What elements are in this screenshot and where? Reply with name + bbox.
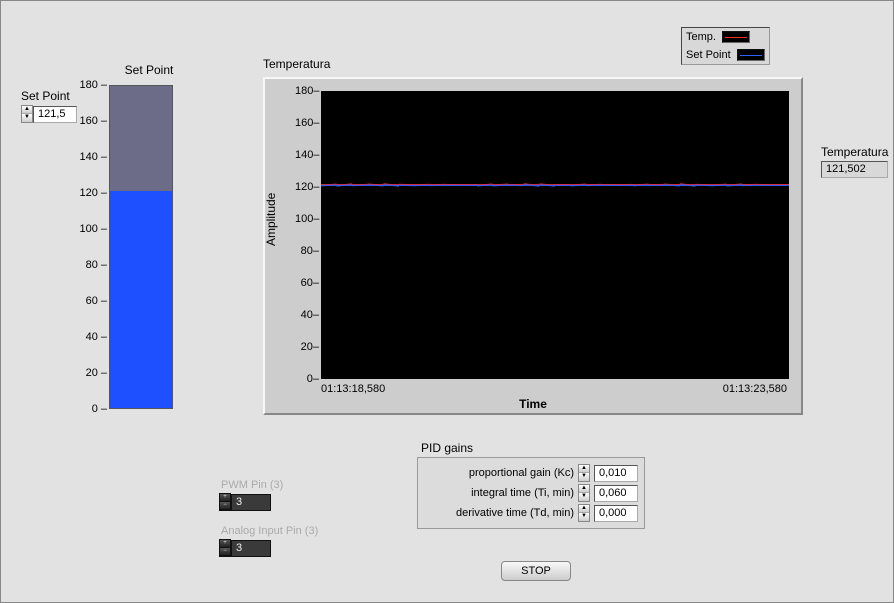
decrement-button[interactable]: ▼ [579, 493, 589, 501]
decrement-button[interactable]: ▼ [579, 513, 589, 521]
stop-button[interactable]: STOP [501, 561, 571, 581]
setpoint-tank[interactable] [109, 85, 173, 409]
x-axis-label: Time [265, 397, 801, 411]
tank-tick: 160 – [79, 115, 107, 127]
chart-title: Temperatura [263, 57, 803, 71]
decrement-button[interactable]: − [220, 548, 230, 556]
increment-button[interactable]: ▲ [579, 465, 589, 473]
pid-spinner: ▲ ▼ [578, 484, 590, 502]
decrement-button[interactable]: − [220, 502, 230, 510]
decrement-button[interactable]: ▼ [579, 473, 589, 481]
y-tick: 120– [295, 181, 319, 193]
y-tick: 160– [295, 117, 319, 129]
pid-spinner: ▲ ▼ [578, 504, 590, 522]
analog-pin-input[interactable]: 3 [231, 540, 271, 557]
pid-label-kc: proportional gain (Kc) [424, 467, 574, 479]
pid-gains-cluster: proportional gain (Kc) ▲ ▼ 0,010 integra… [417, 457, 645, 529]
tank-fill [110, 191, 172, 408]
increment-button[interactable]: + [220, 494, 230, 502]
tank-tick: 0 – [92, 403, 107, 415]
increment-button[interactable]: ▲ [579, 505, 589, 513]
pwm-pin-label: PWM Pin (3) [221, 479, 283, 491]
setpoint-label: Set Point [21, 89, 77, 103]
tank-tick: 120 – [79, 187, 107, 199]
tank-scale: 0 –20 –40 –60 –80 –100 –120 –140 –160 –1… [75, 85, 109, 409]
y-tick: 100– [295, 213, 319, 225]
pid-title: PID gains [421, 441, 473, 455]
pid-row-ti: integral time (Ti, min) ▲ ▼ 0,060 [424, 484, 638, 502]
pwm-pin-control: + − 3 [219, 493, 271, 511]
increment-button[interactable]: + [220, 540, 230, 548]
tank-tick: 140 – [79, 151, 107, 163]
pid-row-kc: proportional gain (Kc) ▲ ▼ 0,010 [424, 464, 638, 482]
temperature-label: Temperatura [821, 145, 888, 159]
y-tick: 40– [295, 309, 319, 321]
tank-tick: 20 – [86, 367, 107, 379]
y-tick: 20– [295, 341, 319, 353]
y-tick: 80– [295, 245, 319, 257]
x-tick-end: 01:13:23,580 [723, 383, 787, 395]
setpoint-control-group: Set Point ▲ ▼ 121,5 [21, 89, 77, 123]
pid-row-td: derivative time (Td, min) ▲ ▼ 0,000 [424, 504, 638, 522]
pwm-pin-input[interactable]: 3 [231, 494, 271, 511]
plot-area[interactable] [321, 91, 789, 379]
pid-td-input[interactable]: 0,000 [594, 505, 638, 522]
analog-pin-control: + − 3 [219, 539, 271, 557]
legend-row[interactable]: Temp. [682, 28, 769, 46]
tank-label: Set Point [109, 63, 189, 77]
decrement-button[interactable]: ▼ [22, 114, 32, 122]
setpoint-input[interactable]: 121,5 [33, 106, 77, 123]
legend-label: Temp. [686, 31, 716, 43]
temperature-value: 121,502 [821, 161, 888, 178]
pid-label-ti: integral time (Ti, min) [424, 487, 574, 499]
setpoint-numeric: ▲ ▼ 121,5 [21, 105, 77, 123]
y-tick: 60– [295, 277, 319, 289]
y-tick: 180– [295, 85, 319, 97]
x-tick-start: 01:13:18,580 [321, 383, 385, 395]
legend-swatch-temp [722, 31, 750, 43]
tank-tick: 60 – [86, 295, 107, 307]
tank-tick: 80 – [86, 259, 107, 271]
analog-spinner: + − [219, 539, 231, 557]
increment-button[interactable]: ▲ [579, 485, 589, 493]
pid-ti-input[interactable]: 0,060 [594, 485, 638, 502]
tank-tick: 40 – [86, 331, 107, 343]
chart-container: Temperatura Amplitude 0– 20– 40– 60– 80– 100–… [263, 57, 803, 415]
tank-tick: 180 – [79, 79, 107, 91]
tank-tick: 100 – [79, 223, 107, 235]
temperature-indicator-group: Temperatura 121,502 [821, 145, 888, 178]
plot-svg [321, 91, 789, 379]
y-tick: 140– [295, 149, 319, 161]
analog-pin-label: Analog Input Pin (3) [221, 525, 318, 537]
pid-label-td: derivative time (Td, min) [424, 507, 574, 519]
pwm-spinner: + − [219, 493, 231, 511]
increment-button[interactable]: ▲ [22, 106, 32, 114]
y-axis-label: Amplitude [264, 193, 278, 246]
setpoint-spinner: ▲ ▼ [21, 105, 33, 123]
pid-kc-input[interactable]: 0,010 [594, 465, 638, 482]
y-tick: 0– [295, 373, 319, 385]
chart-frame: Amplitude 0– 20– 40– 60– 80– 100– 120– 140– 160–… [263, 77, 803, 415]
pid-spinner: ▲ ▼ [578, 464, 590, 482]
vi-panel: Temp. Set Point Set Point ▲ ▼ 121,5 Set … [0, 0, 894, 603]
